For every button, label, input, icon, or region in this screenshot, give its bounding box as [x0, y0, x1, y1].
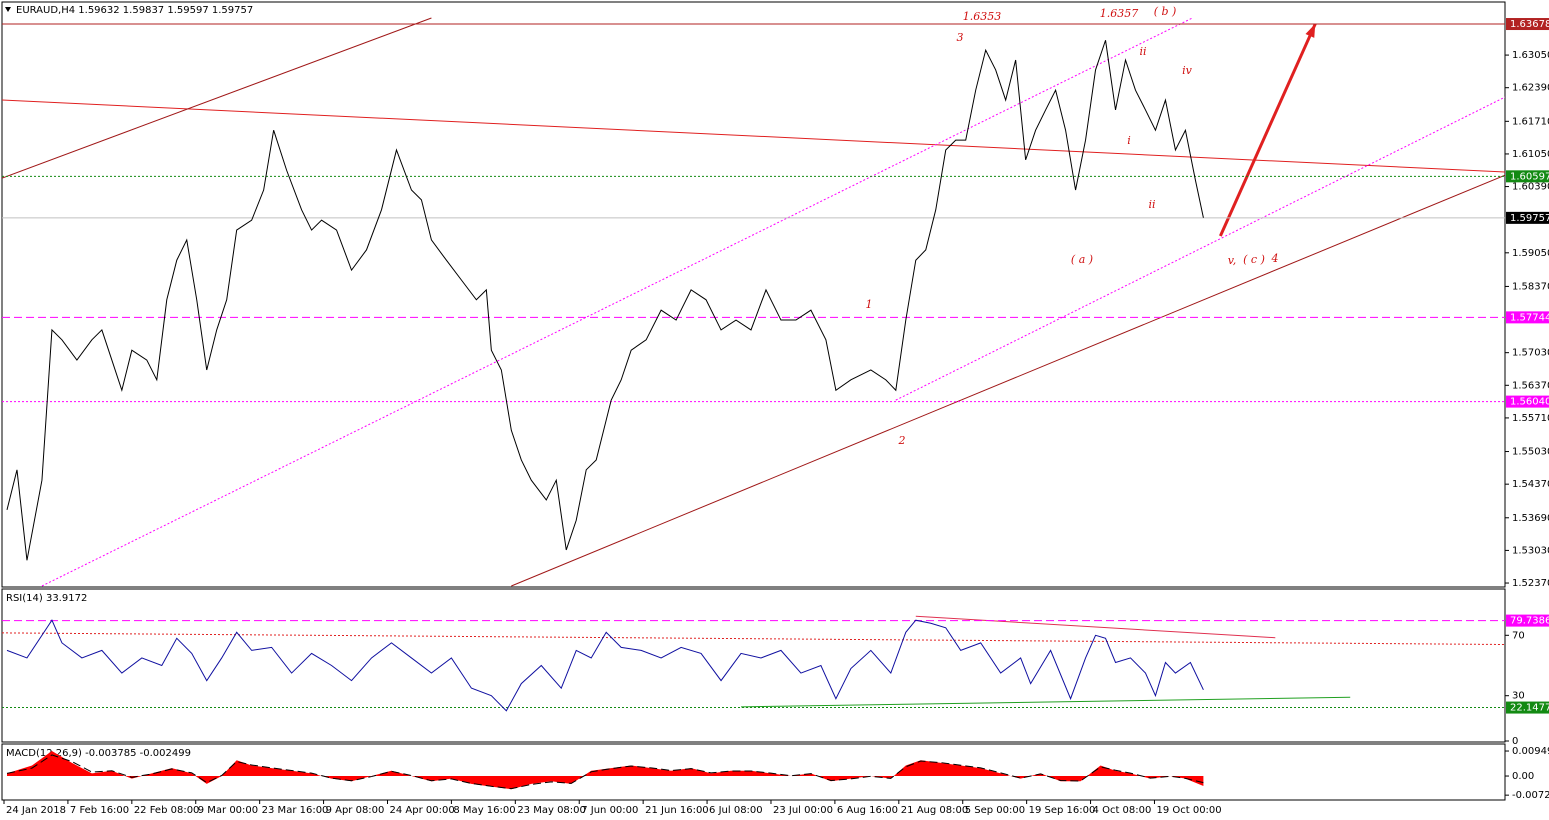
level-label-bg [1506, 311, 1549, 324]
wave-label: 1.6357 [1100, 7, 1139, 20]
y-tick-label: 1.53690 [1512, 513, 1549, 524]
trend-line [511, 174, 1505, 587]
x-tick-label: 4 Oct 08:00 [1093, 805, 1152, 816]
y-tick-label: 1.63050 [1512, 50, 1549, 61]
level-label: 1.63678 [1510, 19, 1549, 30]
trend-line [895, 96, 1505, 401]
x-tick-label: 23 Jul 00:00 [773, 805, 833, 816]
wave-label: ( c ) [1243, 253, 1265, 266]
x-tick-label: 9 Mar 00:00 [198, 805, 258, 816]
x-tick-label: 22 Feb 08:00 [134, 805, 200, 816]
x-tick-label: 19 Oct 00:00 [1156, 805, 1221, 816]
y-tick-label: 1.61050 [1512, 149, 1549, 160]
y-tick-label: 1.55710 [1512, 413, 1549, 424]
y-tick-label: 1.59050 [1512, 248, 1549, 259]
x-tick-label: 23 May 08:00 [517, 805, 586, 816]
wave-label: 4 [1271, 252, 1279, 265]
y-tick-label: 0.00 [1512, 771, 1534, 782]
wave-label: ( a ) [1071, 253, 1093, 266]
level-label-bg [1506, 701, 1549, 714]
wave-label: ( b ) [1154, 5, 1177, 18]
y-tick-label: 1.56370 [1512, 380, 1549, 391]
wave-label: 2 [898, 434, 906, 447]
x-tick-label: 7 Feb 16:00 [70, 805, 129, 816]
y-tick-label: 1.53030 [1512, 545, 1549, 556]
level-label-bg [1506, 18, 1549, 31]
arrow-head [1305, 23, 1316, 38]
level-label-bg [1506, 614, 1549, 627]
y-tick-label: 1.55030 [1512, 447, 1549, 458]
x-tick-label: 9 Apr 08:00 [326, 805, 385, 816]
price-panel [1, 1, 1506, 588]
y-tick-label: 1.54370 [1512, 479, 1549, 490]
wave-label: i [1127, 134, 1131, 147]
level-label: 22.1477 [1510, 703, 1549, 714]
y-tick-label: 0 [1512, 736, 1518, 747]
series-line [6, 619, 1204, 712]
trend-line [2, 17, 432, 179]
signal-line [6, 754, 1204, 790]
wave-label: 1 [866, 298, 873, 311]
macd-header: MACD(12,26,9) -0.003785 -0.002499 [6, 748, 191, 759]
level-label-bg [1506, 395, 1549, 408]
trend-line [2, 632, 1505, 646]
rsi-header: RSI(14) 33.9172 [6, 593, 87, 604]
y-tick-label: -0.007258 [1512, 790, 1549, 801]
y-tick-label: 1.52370 [1512, 578, 1549, 589]
trend-line [41, 17, 1193, 587]
y-tick-label: 0.009492 [1512, 746, 1549, 757]
y-tick-label: 1.61710 [1512, 116, 1549, 127]
x-tick-label: 21 Jun 16:00 [645, 805, 709, 816]
menu-triangle[interactable] [5, 7, 11, 12]
x-tick-label: 24 Apr 00:00 [389, 805, 454, 816]
series-line [6, 40, 1204, 561]
y-tick-label: 1.62390 [1512, 83, 1549, 94]
wave-label: 1.6353 [963, 10, 1002, 23]
rsi-panel [1, 588, 1506, 743]
y-tick-label: 1.60390 [1512, 182, 1549, 193]
x-tick-label: 19 Sep 16:00 [1029, 805, 1096, 816]
wave-label: ii [1148, 198, 1155, 211]
level-label-bg [1506, 170, 1549, 183]
x-tick-label: 5 Sep 00:00 [965, 805, 1025, 816]
level-label-bg [1506, 211, 1549, 224]
price-header: EURAUD,H4 1.59632 1.59837 1.59597 1.5975… [16, 5, 253, 16]
wave-label: ii [1139, 45, 1146, 58]
trend-line [915, 615, 1276, 639]
y-tick-label: 1.58370 [1512, 281, 1549, 292]
x-tick-label: 24 Jan 2018 [6, 805, 66, 816]
x-tick-label: 8 May 16:00 [453, 805, 515, 816]
x-tick-label: 7 Jun 00:00 [581, 805, 638, 816]
x-tick-label: 23 Mar 16:00 [262, 805, 329, 816]
y-tick-label: 1.57030 [1512, 348, 1549, 359]
level-label: 1.60597 [1510, 171, 1549, 182]
trend-line [741, 696, 1351, 708]
y-tick-label: 30 [1512, 691, 1525, 702]
arrow [1219, 23, 1317, 237]
x-tick-label: 21 Aug 08:00 [901, 805, 968, 816]
x-tick-label: 6 Jul 08:00 [709, 805, 763, 816]
wave-label: v, [1228, 254, 1236, 267]
level-label: 1.59757 [1510, 213, 1549, 224]
macd-panel [1, 743, 1506, 801]
wave-label: iv [1182, 64, 1193, 77]
level-label: 1.56040 [1510, 397, 1549, 408]
x-tick-label: 6 Aug 16:00 [837, 805, 898, 816]
wave-label: 3 [957, 31, 964, 44]
level-label: 79.7386 [1510, 616, 1549, 627]
y-tick-label: 70 [1512, 630, 1525, 641]
level-label: 1.57744 [1510, 312, 1549, 323]
